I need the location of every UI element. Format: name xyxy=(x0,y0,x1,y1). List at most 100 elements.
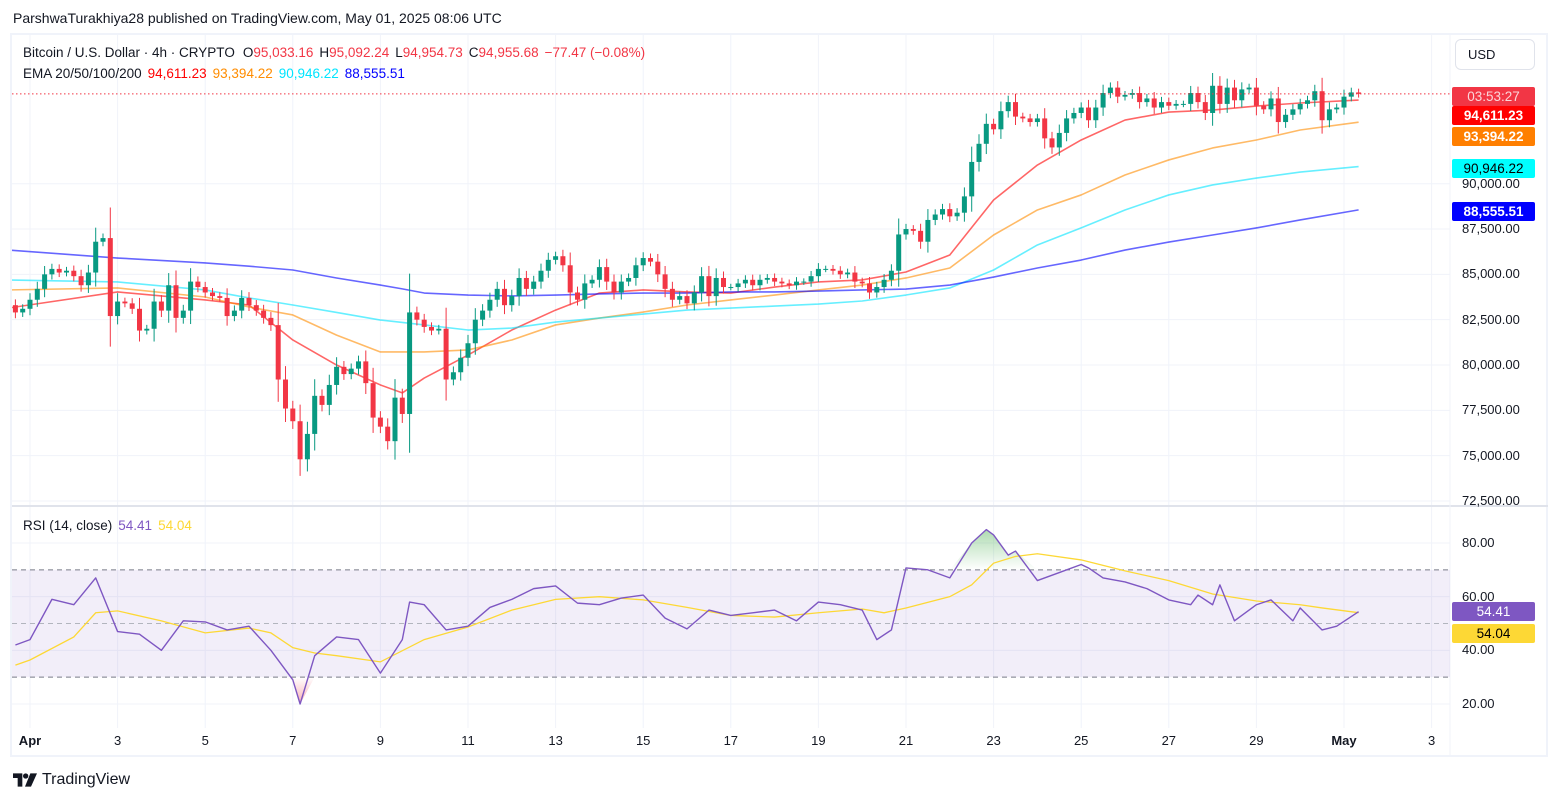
candle-down xyxy=(1202,102,1208,113)
candle-up xyxy=(180,310,186,318)
candle-up xyxy=(436,328,442,331)
candle-down xyxy=(246,297,252,306)
candle-down xyxy=(604,267,610,282)
candle-down xyxy=(655,261,661,275)
low-value: 94,954.73 xyxy=(402,45,463,60)
candle-up xyxy=(100,238,106,242)
tradingview-logo[interactable]: TradingView xyxy=(13,771,130,789)
candle-down xyxy=(910,229,916,231)
candle-up xyxy=(983,123,989,144)
candle-up xyxy=(881,279,887,288)
time-tick-label: 3 xyxy=(113,733,122,748)
candle-up xyxy=(896,234,902,271)
candle-up xyxy=(1334,107,1340,110)
candle-down xyxy=(1275,98,1281,123)
ema50-badge: 93,394.22 xyxy=(1452,127,1535,146)
candle-up xyxy=(728,287,734,289)
candle-down xyxy=(195,281,201,288)
brand-name: TradingView xyxy=(42,771,131,788)
candle-down xyxy=(261,310,267,318)
candle-down xyxy=(224,297,230,317)
chart-frame xyxy=(10,33,1548,757)
time-tick-label: May xyxy=(1331,733,1357,748)
price-tick-label: 77,500.00 xyxy=(1462,402,1520,418)
candle-up xyxy=(1034,118,1040,123)
rsi-title[interactable]: RSI (14, close) xyxy=(23,518,113,533)
candle-up xyxy=(1093,107,1099,121)
candle-down xyxy=(122,301,128,304)
rsi-ma-badge: 54.04 xyxy=(1452,624,1535,643)
publisher-line: ParshwaTurakhiya28 published on TradingV… xyxy=(13,10,502,26)
candle-up xyxy=(903,229,909,235)
candle-up xyxy=(545,259,551,271)
candle-up xyxy=(450,372,456,380)
candle-down xyxy=(377,417,383,427)
ema20-value: 94,611.23 xyxy=(147,66,207,81)
candle-up xyxy=(509,296,515,306)
rsi-ma-value: 54.04 xyxy=(158,518,192,533)
candle-up xyxy=(1100,93,1106,108)
currency-button[interactable]: USD xyxy=(1455,39,1535,70)
time-tick-label: 17 xyxy=(723,733,739,748)
candle-up xyxy=(1348,92,1354,97)
time-tick-label: 11 xyxy=(461,733,475,748)
tradingview-logo-icon xyxy=(13,773,37,787)
candle-up xyxy=(1283,114,1289,123)
rsi-tick-label: 20.00 xyxy=(1462,696,1495,711)
candle-up xyxy=(757,279,763,286)
candle-up xyxy=(801,281,807,283)
price-tick-label: 85,000.00 xyxy=(1462,266,1520,282)
candle-down xyxy=(173,285,179,318)
candle-up xyxy=(794,281,799,286)
candle-up xyxy=(1188,93,1194,104)
rsi-value: 54.41 xyxy=(118,518,153,533)
candle-down xyxy=(217,296,223,298)
candle-down xyxy=(1042,118,1048,139)
candle-down xyxy=(429,326,434,331)
candle-up xyxy=(1305,100,1310,104)
rsi-band xyxy=(12,569,1450,678)
time-tick-label: 13 xyxy=(548,733,563,748)
high-value: 95,092.24 xyxy=(329,45,390,60)
candle-down xyxy=(1049,138,1055,148)
ema200-badge: 88,555.51 xyxy=(1452,202,1535,221)
candle-up xyxy=(553,256,559,260)
candle-down xyxy=(341,366,347,375)
candle-up xyxy=(1107,87,1113,94)
time-tick-label: 19 xyxy=(811,733,826,748)
candle-down xyxy=(1086,107,1091,121)
candle-down xyxy=(56,268,62,273)
price-tick-label: 80,000.00 xyxy=(1462,357,1520,372)
time-tick-label: 21 xyxy=(898,733,914,748)
time-tick-label: 23 xyxy=(986,733,1001,748)
candle-down xyxy=(1217,85,1223,104)
low-label: L xyxy=(395,45,403,60)
rsi-lines xyxy=(15,528,1359,705)
symbol-title[interactable]: Bitcoin / U.S. Dollar · 4h · CRYPTO xyxy=(23,45,235,60)
ema-title[interactable]: EMA 20/50/100/200 xyxy=(23,66,142,81)
candle-up xyxy=(691,292,697,304)
candle-down xyxy=(1115,87,1121,97)
candle-up xyxy=(392,397,398,442)
candle-down xyxy=(1137,93,1143,103)
time-tick-label: 7 xyxy=(289,733,297,748)
candle-down xyxy=(6,298,11,305)
candle-down xyxy=(750,279,756,286)
candle-down xyxy=(268,317,274,326)
candle-down xyxy=(567,265,573,293)
open-label: O xyxy=(242,45,254,60)
rsi-tick-label: 60.00 xyxy=(1462,588,1495,604)
candle-down xyxy=(1027,118,1033,123)
candle-down xyxy=(786,283,792,286)
candle-down xyxy=(918,230,924,242)
candle-up xyxy=(940,209,945,215)
time-tick-label: 5 xyxy=(201,733,209,748)
candle-up xyxy=(1005,102,1011,112)
close-label: C xyxy=(468,45,479,60)
rsi-ma-line xyxy=(15,553,1359,666)
candle-up xyxy=(699,276,705,293)
candle-up xyxy=(458,357,464,373)
ema20-badge: 94,611.23 xyxy=(1452,106,1535,125)
candle-down xyxy=(107,238,113,317)
